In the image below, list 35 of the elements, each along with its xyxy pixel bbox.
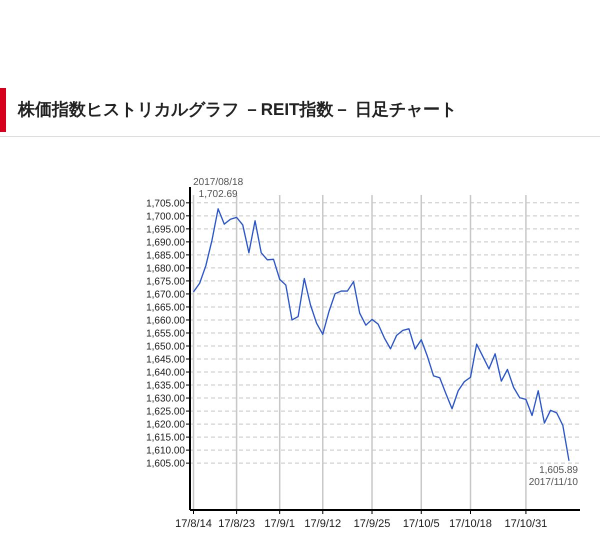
y-tick-label: 1,680.00: [146, 263, 186, 274]
x-tick-label: 17/10/5: [402, 518, 440, 530]
y-tick-label: 1,705.00: [146, 198, 186, 210]
x-tick-label: 17/8/23: [218, 518, 255, 530]
text: 2017/08/18: [193, 176, 244, 188]
x-tick-label: 17/10/18: [449, 518, 492, 530]
y-tick-label: 1,665.00: [146, 302, 186, 314]
x-tick-label: 17/9/1: [264, 518, 295, 530]
y-tick-label: 1,650.00: [146, 341, 186, 352]
x-tick-label: 17/10/31: [504, 518, 548, 530]
y-tick-label: 1,675.00: [146, 276, 186, 288]
x-tick-label: 17/8/14: [175, 518, 212, 530]
annotation: 2017/11/10: [528, 476, 578, 488]
y-tick-label: 1,690.00: [146, 237, 186, 248]
x-tick-label: 17/9/12: [304, 518, 342, 530]
y-tick-label: 1,645.00: [146, 354, 186, 366]
y-tick-label: 1,670.00: [146, 289, 186, 300]
x-tick-label: 17/9/25: [354, 518, 390, 530]
y-tick-label: 1,660.00: [146, 315, 186, 326]
annotation: 1,605.89: [539, 464, 578, 476]
y-tick-label: 1,635.00: [146, 380, 186, 392]
y-tick-label: 1,615.00: [146, 432, 186, 444]
y-tick-label: 1,685.00: [146, 250, 186, 262]
y-tick-label: 1,630.00: [146, 394, 186, 405]
y-tick-label: 1,620.00: [146, 420, 186, 431]
chart-title: 株価指数ヒストリカルグラフ －REIT指数－ 日足チャート: [17, 100, 458, 119]
y-tick-label: 1,640.00: [146, 368, 186, 379]
line-series: [192, 208, 570, 462]
annotation: 1,702.69: [198, 188, 238, 200]
y-tick-label: 1,700.00: [146, 211, 186, 222]
y-tick-label: 1,655.00: [146, 328, 186, 340]
y-tick-label: 1,625.00: [146, 406, 186, 418]
y-tick-label: 1,605.00: [146, 458, 186, 470]
y-tick-label: 1,695.00: [146, 224, 186, 236]
y-tick-label: 1,610.00: [146, 446, 186, 457]
